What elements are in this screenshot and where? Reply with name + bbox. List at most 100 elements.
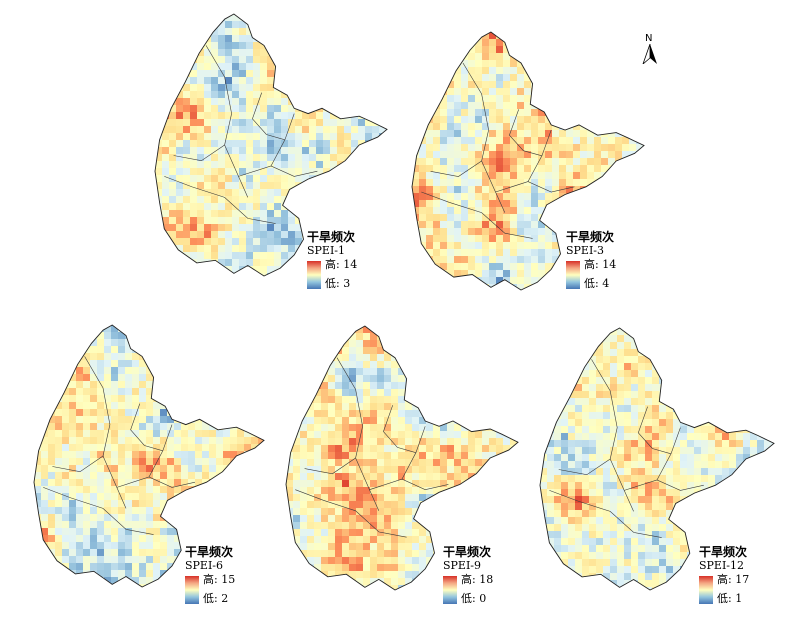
grid-cell bbox=[97, 521, 105, 529]
grid-cell bbox=[384, 396, 392, 404]
grid-cell bbox=[496, 333, 504, 341]
grid-cell bbox=[503, 403, 511, 411]
grid-cell bbox=[475, 326, 483, 334]
grid-cell bbox=[356, 431, 364, 439]
grid-cell bbox=[232, 140, 240, 148]
grid-cell bbox=[218, 140, 226, 148]
grid-cell bbox=[288, 133, 296, 141]
grid-cell bbox=[328, 466, 336, 474]
grid-cell bbox=[447, 333, 455, 341]
grid-cell bbox=[356, 438, 364, 446]
grid-cell bbox=[365, 266, 373, 274]
grid-cell bbox=[510, 109, 518, 117]
grid-cell bbox=[314, 543, 322, 551]
grid-cell bbox=[342, 382, 350, 390]
grid-cell bbox=[489, 214, 497, 222]
grid-cell bbox=[307, 557, 315, 565]
grid-cell bbox=[125, 472, 133, 480]
grid-cell bbox=[419, 354, 427, 362]
grid-cell bbox=[510, 487, 518, 495]
grid-cell bbox=[97, 493, 105, 501]
grid-cell bbox=[183, 224, 191, 232]
grid-cell bbox=[426, 438, 434, 446]
grid-cell bbox=[118, 500, 126, 508]
grid-cell bbox=[426, 424, 434, 432]
grid-cell bbox=[468, 522, 476, 530]
grid-cell bbox=[629, 151, 637, 159]
grid-cell bbox=[76, 514, 84, 522]
grid-cell bbox=[412, 529, 420, 537]
grid-cell bbox=[237, 374, 245, 382]
grid-cell bbox=[552, 207, 560, 215]
grid-cell bbox=[358, 105, 366, 113]
grid-cell bbox=[139, 549, 147, 557]
grid-cell bbox=[197, 133, 205, 141]
grid-cell bbox=[419, 515, 427, 523]
grid-cell bbox=[510, 270, 518, 278]
grid-cell bbox=[503, 466, 511, 474]
grid-cell bbox=[370, 494, 378, 502]
grid-cell bbox=[386, 14, 387, 22]
grid-cell bbox=[426, 382, 434, 390]
grid-cell bbox=[218, 42, 226, 50]
grid-cell bbox=[419, 326, 427, 334]
grid-cell bbox=[41, 528, 49, 536]
grid-cell bbox=[510, 263, 518, 271]
grid-cell bbox=[580, 221, 588, 229]
grid-cell bbox=[426, 242, 434, 250]
grid-cell bbox=[342, 424, 350, 432]
grid-cell bbox=[48, 339, 56, 347]
grid-cell bbox=[622, 207, 630, 215]
grid-cell bbox=[190, 105, 198, 113]
grid-cell bbox=[482, 487, 490, 495]
grid-cell bbox=[351, 14, 359, 22]
grid-cell bbox=[146, 423, 154, 431]
grid-cell bbox=[538, 228, 546, 236]
grid-cell bbox=[454, 403, 462, 411]
grid-cell bbox=[426, 186, 434, 194]
grid-cell bbox=[216, 402, 224, 410]
grid-cell bbox=[62, 444, 70, 452]
grid-cell bbox=[90, 542, 98, 550]
grid-cell bbox=[517, 403, 518, 411]
grid-cell bbox=[34, 570, 42, 578]
grid-cell bbox=[48, 388, 56, 396]
grid-cell bbox=[391, 550, 399, 558]
grid-cell bbox=[468, 459, 476, 467]
grid-cell bbox=[482, 53, 490, 61]
grid-cell bbox=[419, 172, 427, 180]
grid-cell bbox=[433, 53, 441, 61]
grid-cell bbox=[482, 466, 490, 474]
grid-cell bbox=[629, 32, 637, 40]
grid-cell bbox=[489, 480, 497, 488]
grid-cell bbox=[225, 245, 233, 253]
grid-cell bbox=[615, 123, 623, 131]
grid-cell bbox=[302, 161, 310, 169]
grid-cell bbox=[461, 333, 469, 341]
grid-cell bbox=[69, 409, 77, 417]
grid-cell bbox=[615, 46, 623, 54]
grid-cell bbox=[552, 242, 560, 250]
grid-cell bbox=[160, 374, 168, 382]
grid-cell bbox=[384, 529, 392, 537]
grid-cell bbox=[218, 49, 226, 57]
grid-cell bbox=[426, 88, 434, 96]
grid-cell bbox=[174, 325, 182, 333]
grid-cell bbox=[330, 56, 338, 64]
grid-cell bbox=[174, 493, 182, 501]
grid-cell bbox=[384, 515, 392, 523]
grid-cell bbox=[365, 196, 373, 204]
grid-cell bbox=[174, 353, 182, 361]
grid-cell bbox=[496, 424, 504, 432]
grid-cell bbox=[293, 396, 301, 404]
grid-cell bbox=[454, 123, 462, 131]
grid-cell bbox=[258, 381, 264, 389]
grid-cell bbox=[496, 81, 504, 89]
grid-cell bbox=[239, 42, 247, 50]
grid-cell bbox=[496, 543, 504, 551]
grid-cell bbox=[309, 126, 317, 134]
grid-cell bbox=[475, 403, 483, 411]
grid-cell bbox=[274, 217, 282, 225]
grid-cell bbox=[468, 123, 476, 131]
grid-cell bbox=[365, 245, 373, 253]
